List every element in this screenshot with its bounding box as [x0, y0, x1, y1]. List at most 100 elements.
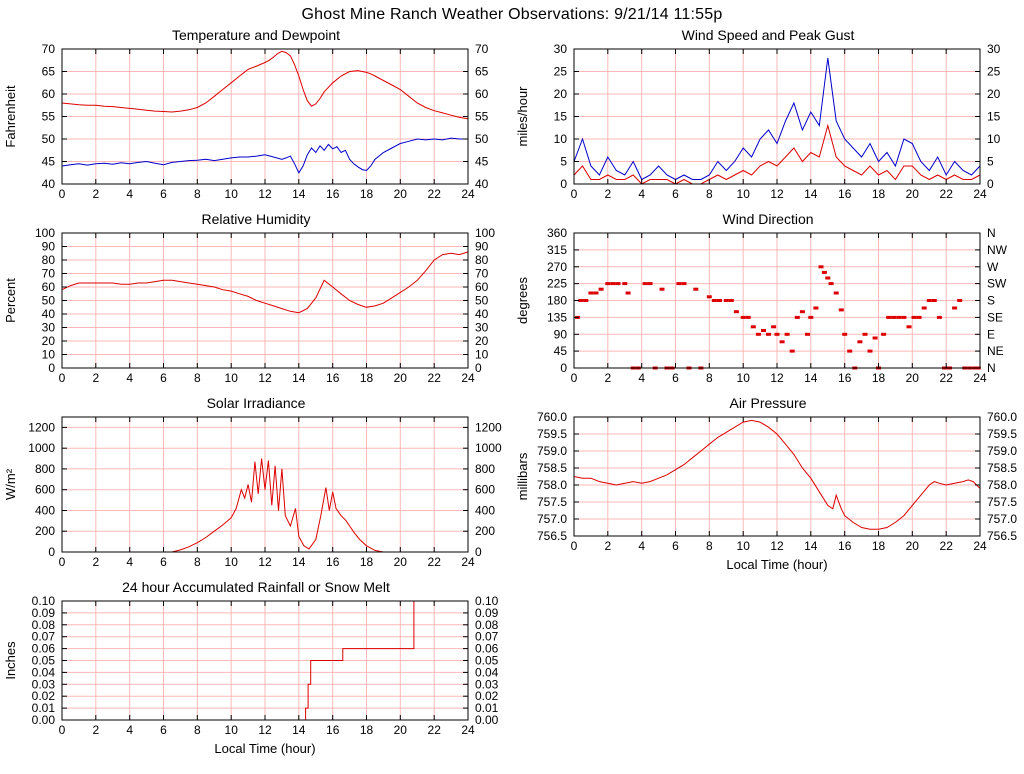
svg-text:60: 60 — [42, 280, 56, 294]
svg-text:0.05: 0.05 — [475, 654, 499, 668]
svg-text:759.0: 759.0 — [537, 444, 567, 458]
chart-title-relative-humidity: Relative Humidity — [201, 211, 311, 227]
weather-dashboard: Ghost Mine Ranch Weather Observations: 9… — [0, 6, 1024, 762]
svg-text:800: 800 — [35, 462, 55, 476]
svg-text:0.02: 0.02 — [32, 689, 56, 703]
svg-text:6: 6 — [160, 723, 167, 737]
svg-text:6: 6 — [672, 187, 679, 201]
svg-text:2: 2 — [92, 371, 99, 385]
svg-text:360: 360 — [547, 228, 567, 240]
svg-text:14: 14 — [292, 371, 306, 385]
svg-text:0: 0 — [571, 539, 578, 553]
svg-text:4: 4 — [638, 539, 645, 553]
svg-text:N: N — [987, 361, 996, 375]
svg-text:757.0: 757.0 — [987, 512, 1017, 526]
svg-text:0.09: 0.09 — [475, 606, 499, 620]
svg-text:4: 4 — [638, 187, 645, 201]
svg-text:18: 18 — [872, 371, 886, 385]
svg-text:55: 55 — [475, 110, 489, 124]
svg-text:8: 8 — [706, 539, 713, 553]
svg-text:14: 14 — [804, 539, 818, 553]
svg-text:0.06: 0.06 — [32, 642, 56, 656]
svg-text:0.08: 0.08 — [475, 618, 499, 632]
svg-text:20: 20 — [554, 87, 568, 101]
svg-text:25: 25 — [987, 65, 1001, 79]
svg-text:0: 0 — [59, 371, 66, 385]
chart-title-temperature-dewpoint: Temperature and Dewpoint — [171, 27, 341, 43]
svg-text:80: 80 — [42, 253, 56, 267]
svg-text:2: 2 — [92, 187, 99, 201]
svg-text:0.10: 0.10 — [475, 596, 499, 608]
svg-text:20: 20 — [394, 555, 408, 569]
svg-text:4: 4 — [126, 187, 133, 201]
svg-text:758.5: 758.5 — [537, 461, 567, 475]
chart-title-wind-direction: Wind Direction — [722, 211, 814, 227]
svg-text:24: 24 — [973, 539, 987, 553]
svg-text:S: S — [987, 294, 995, 308]
svg-text:0.05: 0.05 — [32, 654, 56, 668]
svg-text:10: 10 — [225, 555, 239, 569]
chart-title-air-pressure: Air Pressure — [729, 395, 807, 411]
svg-text:2: 2 — [604, 371, 611, 385]
svg-text:20: 20 — [475, 334, 489, 348]
svg-text:60: 60 — [42, 87, 56, 101]
svg-text:0: 0 — [48, 545, 55, 559]
svg-text:14: 14 — [292, 555, 306, 569]
svg-text:65: 65 — [42, 65, 56, 79]
svg-text:10: 10 — [554, 132, 568, 146]
svg-text:1000: 1000 — [28, 441, 55, 455]
svg-text:24: 24 — [461, 555, 475, 569]
svg-text:8: 8 — [194, 723, 201, 737]
svg-text:0.08: 0.08 — [32, 618, 56, 632]
svg-text:18: 18 — [360, 723, 374, 737]
svg-text:0.00: 0.00 — [475, 713, 499, 727]
svg-text:4: 4 — [126, 555, 133, 569]
svg-text:50: 50 — [42, 132, 56, 146]
svg-text:65: 65 — [475, 65, 489, 79]
svg-text:12: 12 — [258, 187, 272, 201]
svg-text:1200: 1200 — [475, 420, 502, 434]
svg-text:22: 22 — [428, 723, 442, 737]
svg-text:1200: 1200 — [28, 420, 55, 434]
svg-text:90: 90 — [42, 240, 56, 254]
svg-text:200: 200 — [35, 524, 55, 538]
svg-text:50: 50 — [42, 294, 56, 308]
svg-text:16: 16 — [838, 187, 852, 201]
svg-text:millibars: millibars — [515, 452, 530, 500]
svg-text:600: 600 — [475, 483, 495, 497]
svg-text:24: 24 — [973, 371, 987, 385]
svg-text:8: 8 — [706, 371, 713, 385]
svg-text:20: 20 — [42, 334, 56, 348]
svg-text:0: 0 — [475, 361, 482, 375]
svg-text:degrees: degrees — [515, 277, 530, 324]
svg-text:NE: NE — [987, 344, 1004, 358]
svg-text:5: 5 — [560, 155, 567, 169]
svg-text:400: 400 — [35, 504, 55, 518]
svg-text:18: 18 — [360, 187, 374, 201]
svg-text:25: 25 — [554, 65, 568, 79]
svg-text:5: 5 — [987, 155, 994, 169]
svg-text:1000: 1000 — [475, 441, 502, 455]
svg-text:200: 200 — [475, 524, 495, 538]
svg-text:6: 6 — [672, 371, 679, 385]
svg-text:45: 45 — [554, 344, 568, 358]
svg-text:0.09: 0.09 — [32, 606, 56, 620]
svg-text:0.07: 0.07 — [475, 630, 499, 644]
svg-text:22: 22 — [940, 539, 954, 553]
svg-text:50: 50 — [475, 294, 489, 308]
svg-text:0.01: 0.01 — [475, 701, 499, 715]
svg-text:0.04: 0.04 — [32, 665, 56, 679]
svg-text:W: W — [987, 260, 999, 274]
svg-text:758.5: 758.5 — [987, 461, 1017, 475]
svg-text:6: 6 — [160, 187, 167, 201]
svg-text:0: 0 — [987, 177, 994, 191]
chart-solar-irradiance: Solar Irradiance 0 2 4 6 8 10 12 14 16 18 20 22 24 0 0… — [0, 394, 512, 578]
svg-text:0.01: 0.01 — [32, 701, 56, 715]
svg-text:40: 40 — [42, 307, 56, 321]
svg-text:400: 400 — [475, 504, 495, 518]
svg-text:20: 20 — [394, 187, 408, 201]
svg-text:Local Time (hour): Local Time (hour) — [726, 557, 827, 572]
svg-text:8: 8 — [706, 187, 713, 201]
svg-text:22: 22 — [940, 187, 954, 201]
